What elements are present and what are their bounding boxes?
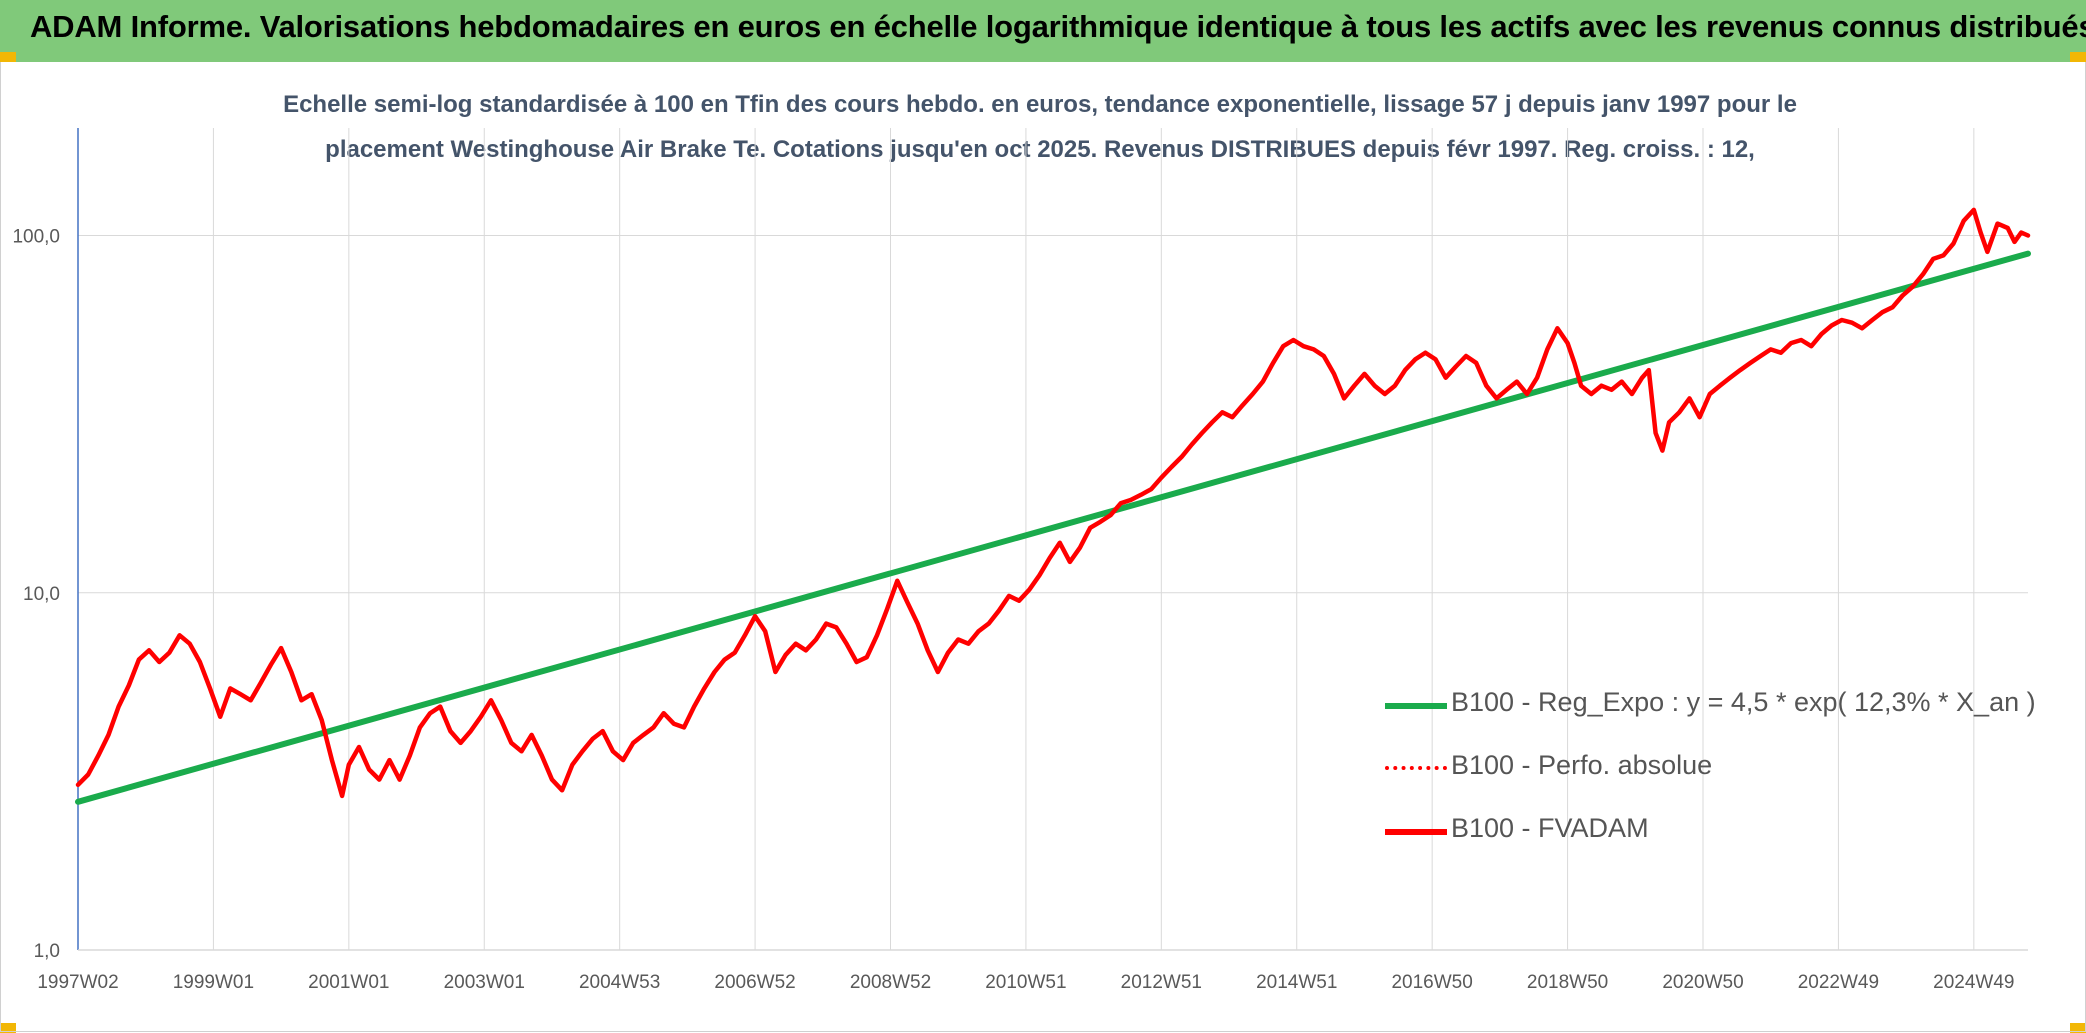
x-tick-label: 2012W51: [1121, 972, 1202, 993]
chart-title-line-2: placement Westinghouse Air Brake Te. Cot…: [325, 136, 1755, 163]
x-tick-label: 1997W02: [37, 972, 118, 993]
legend-label-fvadam: B100 - FVADAM: [1451, 813, 1649, 843]
legend-swatch-regression: [1385, 703, 1447, 709]
legend-swatch-perfo: [1385, 766, 1447, 770]
legend-swatch-fvadam: [1385, 829, 1447, 835]
x-tick-label: 2020W50: [1662, 972, 1743, 993]
chart-title-line-1: Echelle semi-log standardisée à 100 en T…: [283, 91, 1797, 118]
x-tick-label: 2018W50: [1527, 972, 1608, 993]
x-tick-label: 2016W50: [1391, 972, 1472, 993]
regression-line: [75, 250, 2031, 805]
corner-marker-top-left: [0, 52, 16, 62]
y-tick-label: 10,0: [23, 584, 60, 605]
legend-item-fvadam: B100 - FVADAM: [1385, 811, 1985, 851]
report-title: ADAM Informe. Valorisations hebdomadaire…: [30, 9, 2086, 44]
x-tick-label: 2004W53: [579, 972, 660, 993]
y-tick-label: 1,0: [34, 941, 60, 962]
corner-marker-top-right: [2070, 52, 2086, 62]
corner-marker-bottom-left: [0, 1023, 16, 1033]
x-tick-label: 1999W01: [173, 972, 254, 993]
legend-label-regression: B100 - Reg_Expo : y = 4,5 * exp( 12,3% *…: [1451, 687, 2036, 717]
fvadam-line: [75, 207, 2031, 799]
x-tick-label: 2024W49: [1933, 972, 2014, 993]
x-tick-label: 2001W01: [308, 972, 389, 993]
x-tick-label: 2014W51: [1256, 972, 1337, 993]
legend-item-perfo: B100 - Perfo. absolue: [1385, 748, 1985, 788]
header-banner: ADAM Informe. Valorisations hebdomadaire…: [0, 0, 2086, 62]
x-tick-label: 2022W49: [1798, 972, 1879, 993]
x-tick-label: 2006W52: [714, 972, 795, 993]
x-tick-label: 2003W01: [444, 972, 525, 993]
x-tick-label: 2010W51: [985, 972, 1066, 993]
legend-label-perfo: B100 - Perfo. absolue: [1451, 750, 1713, 780]
legend-item-regression: B100 - Reg_Expo : y = 4,5 * exp( 12,3% *…: [1385, 685, 2036, 725]
corner-marker-bottom-right: [2070, 1023, 2086, 1033]
y-tick-label: 100,0: [12, 227, 60, 248]
x-tick-label: 2008W52: [850, 972, 931, 993]
